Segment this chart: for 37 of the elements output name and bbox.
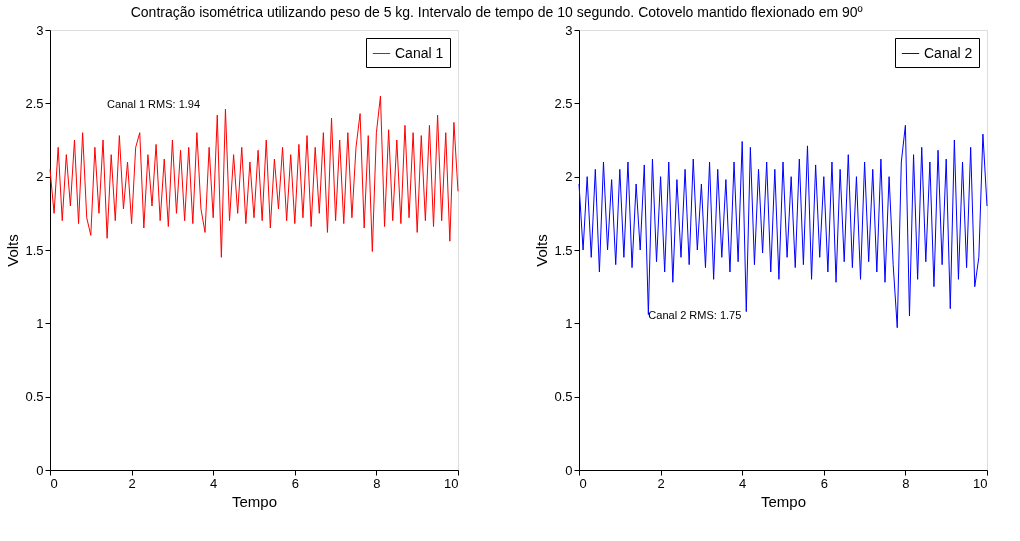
x-tick-label: 6 <box>291 475 299 491</box>
line-series <box>49 95 459 258</box>
x-tick-label: 0 <box>50 475 58 491</box>
x-tick-label: 6 <box>820 475 828 491</box>
x-tick-label: 10 <box>444 475 459 491</box>
x-tick-label: 0 <box>579 475 587 491</box>
x-tick-label: 4 <box>210 475 218 491</box>
x-tick-label: 2 <box>128 475 136 491</box>
y-tick-label: 3 <box>36 22 44 38</box>
y-tick-label: 1 <box>36 315 44 331</box>
legend-label: Canal 1 <box>395 44 444 61</box>
x-tick-label: 8 <box>373 475 381 491</box>
x-tick-label: 4 <box>739 475 747 491</box>
y-tick-label: 0.5 <box>25 389 44 405</box>
y-tick-label: 3 <box>565 22 573 38</box>
legend-label: Canal 2 <box>924 44 973 61</box>
x-tick-label: 8 <box>902 475 910 491</box>
annotation: Canal 2 RMS: 1.75 <box>648 309 742 321</box>
y-tick-label: 2.5 <box>554 95 573 111</box>
y-tick-label: 2 <box>565 169 573 185</box>
y-tick-label: 0 <box>36 462 44 478</box>
y-axis-title: Volts <box>533 234 551 267</box>
x-tick-label: 2 <box>657 475 665 491</box>
x-axis-title: Tempo <box>231 492 278 510</box>
y-tick-label: 0.5 <box>554 389 573 405</box>
text: Contração isométrica utilizando peso de 5 kg. Intervalo de tempo de 10 segundo. Cotovelo mantido flexionado em 90º <box>130 3 863 20</box>
y-axis-title: Volts <box>4 234 22 267</box>
y-tick-label: 1.5 <box>25 242 44 258</box>
annotation: Canal 1 RMS: 1.94 <box>107 97 201 110</box>
y-tick-label: 2.5 <box>25 95 44 111</box>
y-tick-label: 1 <box>565 315 573 331</box>
y-tick-label: 1.5 <box>554 242 573 258</box>
y-tick-label: 0 <box>565 462 573 478</box>
x-tick-label: 10 <box>973 475 988 491</box>
x-axis-title: Tempo <box>760 492 807 510</box>
y-tick-label: 2 <box>36 169 44 185</box>
line-series <box>578 124 988 329</box>
